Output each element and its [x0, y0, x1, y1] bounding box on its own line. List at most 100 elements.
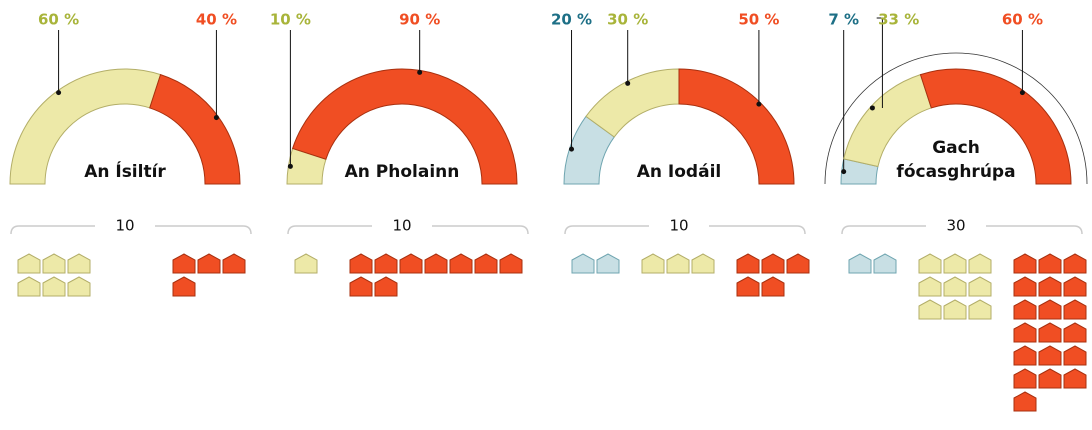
value-label: 10 % [270, 11, 311, 29]
title-box: Gach fócasghrúpa [896, 138, 1016, 182]
leader-dot [625, 80, 631, 86]
person-icon [67, 253, 91, 274]
person-icon [666, 253, 690, 274]
person-icon [848, 253, 872, 274]
leader-dot [1019, 90, 1025, 96]
person-icon [17, 253, 41, 274]
leader-dot [869, 105, 875, 111]
person-icon [1038, 299, 1062, 320]
person-icon [786, 253, 810, 274]
person-icon [873, 253, 897, 274]
title-box: An Pholainn [344, 162, 460, 182]
person-icon [499, 253, 523, 274]
title-box: An Ísiltír [84, 162, 166, 182]
total-label: 10 [115, 217, 134, 235]
value-label: 33 % [878, 11, 919, 29]
person-icon [1063, 345, 1087, 366]
person-icon [943, 299, 967, 320]
person-icon [968, 299, 992, 320]
person-icon [596, 253, 620, 274]
value-label: 7 % [828, 11, 859, 29]
value-label: 20 % [551, 11, 592, 29]
outer-ring [824, 52, 1088, 185]
person-icon [641, 253, 665, 274]
bracket [564, 225, 806, 235]
gauge-segment [919, 68, 1072, 185]
person-icon [736, 276, 760, 297]
person-icon [1013, 253, 1037, 274]
total-label: 30 [946, 217, 965, 235]
person-icon [968, 276, 992, 297]
person-icon [691, 253, 715, 274]
value-label: 30 % [607, 11, 648, 29]
title-box: An Iodáil [636, 162, 722, 182]
value-label: 60 % [38, 11, 79, 29]
person-icon [1013, 345, 1037, 366]
person-icon [294, 253, 318, 274]
leader-dot [569, 146, 575, 152]
leader-dot [56, 90, 62, 96]
value-label: 60 % [1002, 11, 1043, 29]
person-icon [968, 253, 992, 274]
bracket [841, 225, 1083, 235]
person-icon [1063, 322, 1087, 343]
bracket [287, 225, 529, 235]
person-icon [349, 253, 373, 274]
person-icon [761, 253, 785, 274]
person-icon [1013, 299, 1037, 320]
person-icon [17, 276, 41, 297]
person-icon [918, 253, 942, 274]
person-icon [1038, 253, 1062, 274]
leader-dot [287, 163, 293, 169]
person-icon [172, 276, 196, 297]
person-icon [449, 253, 473, 274]
leader-dot [841, 169, 847, 175]
person-icon [1013, 276, 1037, 297]
person-icon [1063, 276, 1087, 297]
person-icon [374, 253, 398, 274]
person-icon [1038, 368, 1062, 389]
person-icon [172, 253, 196, 274]
person-icon [197, 253, 221, 274]
gauge-segment [678, 68, 795, 185]
person-icon [761, 276, 785, 297]
person-icon [1013, 368, 1037, 389]
person-icon [1038, 276, 1062, 297]
person-icon [943, 253, 967, 274]
person-icon [222, 253, 246, 274]
person-icon [1063, 299, 1087, 320]
person-icon [571, 253, 595, 274]
panel-title: An Ísiltír [84, 162, 166, 182]
person-icon [399, 253, 423, 274]
leader-dot [213, 115, 219, 121]
person-icon [42, 253, 66, 274]
person-icon [918, 299, 942, 320]
person-icon [349, 276, 373, 297]
person-icon [474, 253, 498, 274]
leader-line [876, 17, 883, 108]
value-label: 40 % [196, 11, 237, 29]
total-label: 10 [669, 217, 688, 235]
person-icon [1013, 322, 1037, 343]
panel-title: An Iodáil [636, 162, 722, 182]
gauge-segment [291, 68, 518, 185]
person-icon [67, 276, 91, 297]
bracket [10, 225, 252, 235]
person-icon [1063, 368, 1087, 389]
panel-title: An Pholainn [344, 162, 460, 182]
person-icon [1013, 391, 1037, 412]
person-icon [374, 276, 398, 297]
panel-title: Gach fócasghrúpa [896, 138, 1016, 182]
person-icon [42, 276, 66, 297]
total-label: 10 [392, 217, 411, 235]
person-icon [1063, 253, 1087, 274]
value-label: 90 % [399, 11, 440, 29]
leader-dot [756, 101, 762, 107]
person-icon [736, 253, 760, 274]
person-icon [943, 276, 967, 297]
person-icon [918, 276, 942, 297]
leader-dot [417, 69, 423, 75]
person-icon [1038, 345, 1062, 366]
